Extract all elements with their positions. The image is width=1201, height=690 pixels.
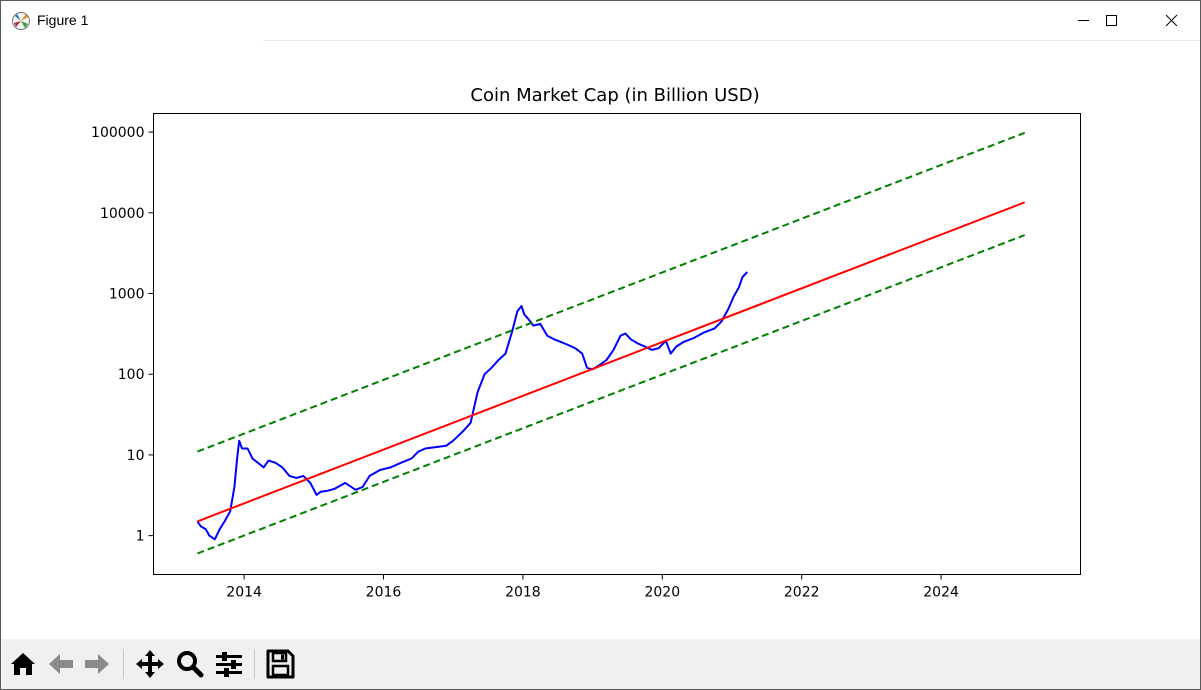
back-button[interactable] xyxy=(45,647,77,681)
market-cap-line xyxy=(196,271,749,541)
y-tick-label: 100000 xyxy=(91,125,144,141)
x-tick-label: 2014 xyxy=(226,585,262,601)
pan-button[interactable] xyxy=(134,647,166,681)
maximize-button[interactable] xyxy=(1082,1,1140,40)
floppy-disk-icon xyxy=(266,649,295,679)
chart-title: Coin Market Cap (in Billion USD) xyxy=(470,85,759,106)
toolbar-separator xyxy=(254,649,255,679)
trend-line xyxy=(197,201,1026,523)
forward-button[interactable] xyxy=(81,647,113,681)
home-icon xyxy=(11,653,35,675)
y-tick-label: 10000 xyxy=(100,206,145,222)
magnifier-icon xyxy=(177,651,204,678)
configure-subplots-button[interactable] xyxy=(213,647,245,681)
window-title: Figure 1 xyxy=(37,12,89,28)
navigation-toolbar xyxy=(1,639,1200,689)
arrow-left-icon xyxy=(49,654,73,674)
x-tick-label: 2020 xyxy=(644,585,680,601)
figure-canvas[interactable]: Coin Market Cap (in Billion USD) 2014 201… xyxy=(1,41,1200,639)
x-tick-label: 2018 xyxy=(505,585,541,601)
toolbar-separator xyxy=(123,649,124,679)
y-tick-label: 1000 xyxy=(109,287,145,303)
zoom-button[interactable] xyxy=(174,647,206,681)
home-button[interactable] xyxy=(7,647,39,681)
x-tick-label: 2022 xyxy=(784,585,820,601)
band-line-dashed xyxy=(197,131,1026,453)
y-tick-label: 100 xyxy=(118,367,145,383)
x-tick-label: 2016 xyxy=(366,585,402,601)
title-bar-divider xyxy=(263,40,1200,41)
axes-frame xyxy=(153,113,1081,575)
close-icon xyxy=(1165,14,1178,27)
axis-ticks: 2014 2016 2018 2020 2022 2024 1 10 100 1000 10000 1… xyxy=(91,125,959,600)
minimize-icon xyxy=(1078,20,1089,21)
close-button[interactable] xyxy=(1142,1,1200,40)
plot-lines xyxy=(196,131,1026,555)
sliders-icon xyxy=(216,652,242,677)
band-line-dashed xyxy=(197,234,1026,555)
minimize-button[interactable] xyxy=(1054,1,1112,40)
x-tick-label: 2024 xyxy=(923,585,959,601)
arrow-right-icon xyxy=(85,654,109,674)
matplotlib-icon xyxy=(12,12,30,30)
maximize-icon xyxy=(1106,15,1117,26)
y-tick-label: 10 xyxy=(127,448,145,464)
save-button[interactable] xyxy=(264,647,296,681)
y-tick-label: 1 xyxy=(136,529,145,545)
move-icon xyxy=(136,650,164,678)
title-bar: Figure 1 xyxy=(1,1,1200,40)
chart: Coin Market Cap (in Billion USD) 2014 201… xyxy=(91,85,1081,601)
